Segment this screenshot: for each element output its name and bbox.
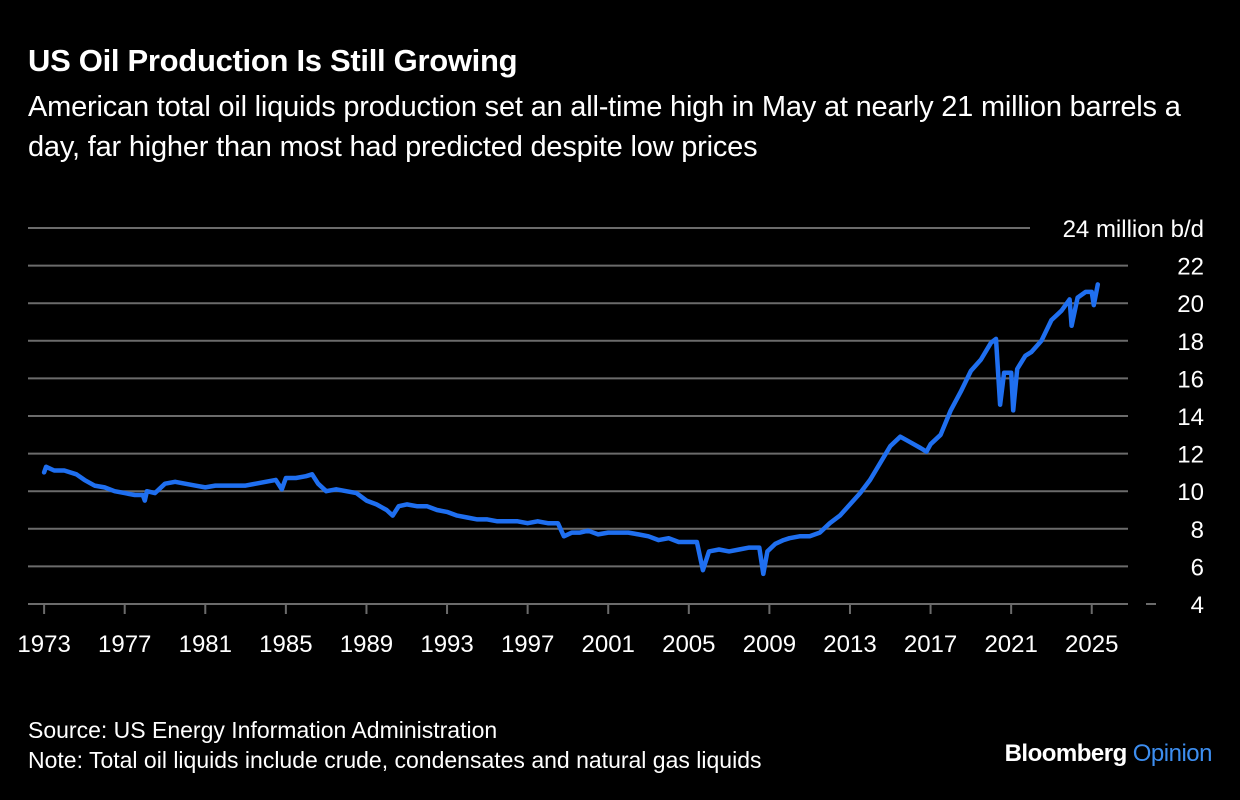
source-note: Source: US Energy Information Administra… xyxy=(28,717,498,743)
y-tick-label: 8 xyxy=(1191,517,1204,544)
x-tick-label: 2025 xyxy=(1065,631,1118,658)
x-tick-label: 1977 xyxy=(98,631,151,658)
y-tick-label: 12 xyxy=(1177,442,1204,469)
footnote: Note: Total oil liquids include crude, c… xyxy=(28,747,762,773)
x-tick-label: 2001 xyxy=(582,631,635,658)
y-tick-label: 18 xyxy=(1177,329,1204,356)
y-tick-label: 10 xyxy=(1177,479,1204,506)
y-tick-label: 4 xyxy=(1191,592,1204,619)
x-tick-label: 1985 xyxy=(259,631,312,658)
y-tick-label: 24 million b/d xyxy=(1063,216,1204,243)
x-axis-ticks: 1973 1977 1981 1985 1989 1993 1997 2001 2005 2009… xyxy=(17,604,1118,658)
x-tick-label: 1981 xyxy=(179,631,232,658)
series-group xyxy=(41,282,1101,577)
logo-section: Opinion xyxy=(1132,740,1213,767)
x-tick-label: 1997 xyxy=(501,631,554,658)
y-axis-ticks: 4 6 8 10 12 14 16 18 20 22 24 million b/d xyxy=(1063,216,1204,619)
x-tick-label: 1973 xyxy=(17,631,70,658)
gridlines xyxy=(28,227,1156,605)
y-tick-label: 6 xyxy=(1191,554,1204,581)
y-tick-label: 20 xyxy=(1177,291,1204,318)
chart-title: US Oil Production Is Still Growing xyxy=(28,43,518,78)
x-tick-label: 1993 xyxy=(420,631,473,658)
logo-brand: Bloomberg xyxy=(1004,740,1128,767)
y-tick-label: 14 xyxy=(1177,404,1204,431)
x-tick-label: 2009 xyxy=(743,631,796,658)
x-tick-label: 1989 xyxy=(340,631,393,658)
y-tick-label: 16 xyxy=(1177,366,1204,393)
chart-subtitle: American total oil liquids production se… xyxy=(28,91,1181,163)
series-line xyxy=(41,282,1101,577)
x-tick-label: 2013 xyxy=(823,631,876,658)
line-chart: 4 6 8 10 12 14 16 18 20 22 24 million b/d 1973 1977… xyxy=(17,216,1204,658)
y-tick-label: 22 xyxy=(1177,254,1204,281)
bloomberg-opinion-logo: Bloomberg Opinion xyxy=(1004,740,1213,768)
x-tick-label: 2021 xyxy=(984,631,1037,658)
x-tick-label: 2017 xyxy=(904,631,957,658)
x-tick-label: 2005 xyxy=(662,631,715,658)
